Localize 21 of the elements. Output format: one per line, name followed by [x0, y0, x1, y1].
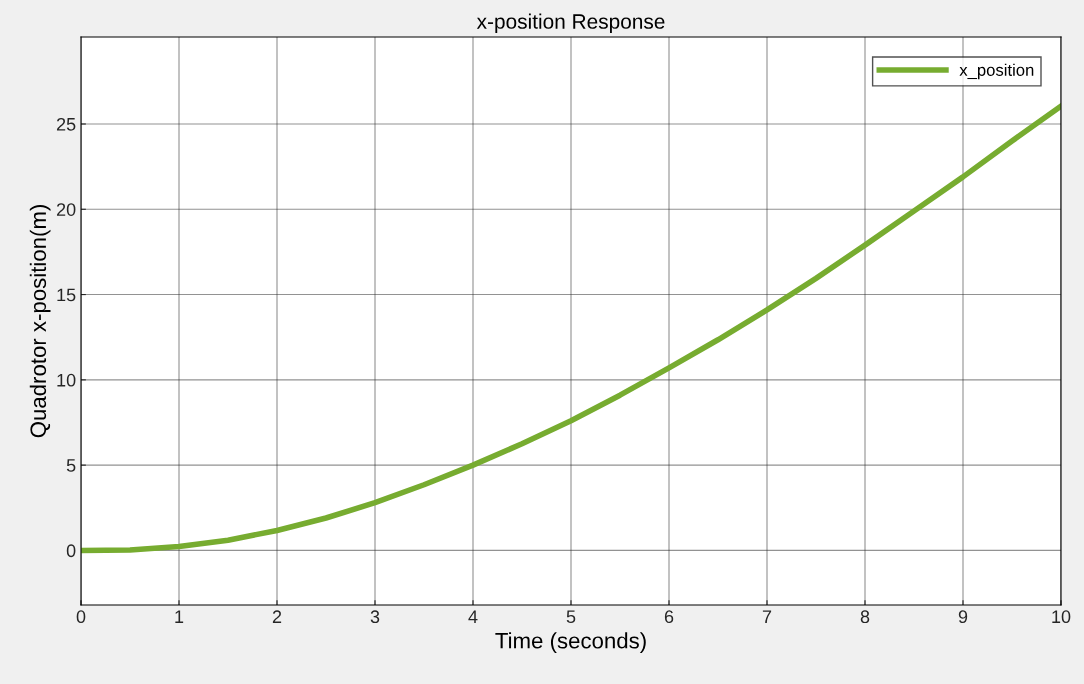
legend-label: x_position — [959, 63, 1034, 80]
y-tick-label: 10 — [57, 373, 76, 387]
x-tick-label: 3 — [370, 610, 380, 624]
x-tick-label: 0 — [76, 610, 86, 624]
x-tick-label: 6 — [664, 610, 674, 624]
x-tick-label: 2 — [272, 610, 282, 623]
y-tick-label: 0 — [66, 544, 76, 558]
y-tick-label: 15 — [57, 288, 76, 302]
x-tick-label: 8 — [860, 610, 870, 624]
x-tick-label: 10 — [1052, 610, 1071, 624]
y-tick-label: 20 — [56, 203, 76, 216]
chart-title: x-position Response — [476, 13, 665, 33]
x-axis-title: Time (seconds) — [495, 632, 646, 653]
x-tick-label: 5 — [566, 610, 576, 624]
x-tick-label: 7 — [762, 610, 772, 623]
y-tick-label: 5 — [66, 459, 76, 472]
x-tick-label: 9 — [958, 610, 968, 624]
x-tick-label: 1 — [175, 610, 184, 623]
y-axis-title: Quadrotor x-position(m) — [29, 205, 51, 438]
x-tick-label: 4 — [468, 610, 478, 623]
y-tick-label: 25 — [56, 117, 76, 131]
